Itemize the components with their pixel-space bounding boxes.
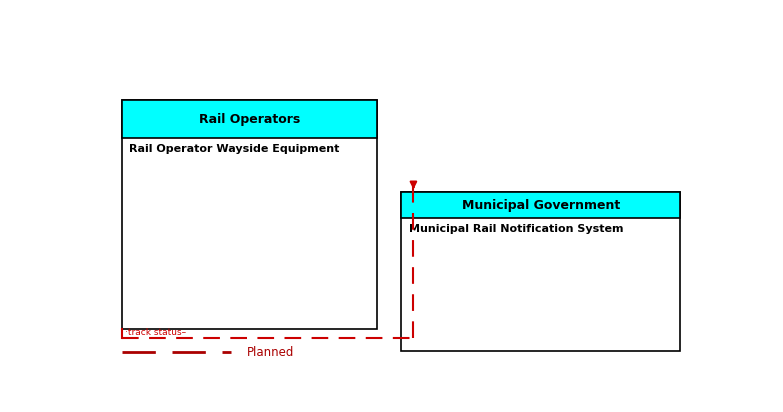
Bar — [122, 100, 377, 329]
Text: ·track status–: ·track status– — [125, 328, 186, 337]
Bar — [402, 192, 680, 351]
Text: Rail Operators: Rail Operators — [199, 112, 300, 126]
Bar — [122, 100, 377, 138]
Text: Municipal Government: Municipal Government — [462, 199, 620, 212]
Text: Planned: Planned — [247, 346, 294, 359]
Text: Rail Operator Wayside Equipment: Rail Operator Wayside Equipment — [129, 144, 340, 154]
Text: Municipal Rail Notification System: Municipal Rail Notification System — [409, 224, 623, 234]
Bar — [402, 192, 680, 218]
